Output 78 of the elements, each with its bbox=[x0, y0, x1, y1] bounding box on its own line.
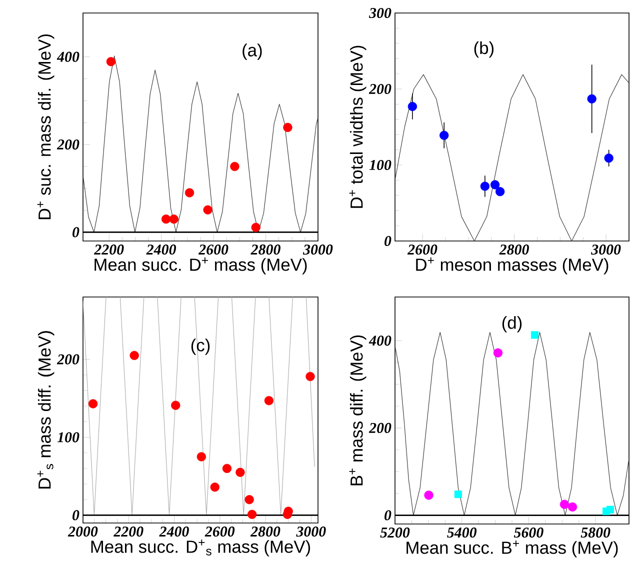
x-axis-title: D$^{+}$ meson masses (MeV) bbox=[416, 257, 608, 274]
point bbox=[184, 188, 194, 198]
point bbox=[106, 57, 116, 66]
point bbox=[493, 348, 503, 358]
x-axis-title: Mean succ. B$^{+}$ mass (MeV) bbox=[406, 540, 618, 558]
y-axis-title: D$^{+}$$_{s}$ mass diff. (MeV) bbox=[37, 331, 54, 488]
x-tick-label: 2600 bbox=[204, 526, 235, 537]
point bbox=[251, 222, 260, 232]
y-tick-label: 0 bbox=[384, 510, 392, 520]
point bbox=[264, 396, 274, 406]
point bbox=[454, 490, 462, 498]
y-tick-label: 100 bbox=[369, 160, 392, 170]
point bbox=[604, 154, 614, 163]
point bbox=[169, 214, 178, 224]
x-tick-label: 3000 bbox=[591, 244, 621, 255]
point bbox=[230, 162, 240, 172]
point bbox=[171, 400, 180, 410]
annotation: (a) bbox=[242, 44, 262, 60]
y-tick-label: 200 bbox=[368, 84, 392, 94]
y-axis-title: D$^{+}$ total widths (MeV) bbox=[349, 46, 366, 208]
point bbox=[568, 502, 578, 512]
x-axis-title: Mean succ. D$^{+}$$_{s}$ mass (MeV) bbox=[91, 539, 310, 556]
point bbox=[306, 372, 315, 382]
point bbox=[560, 500, 570, 509]
point bbox=[130, 350, 139, 360]
line-series bbox=[395, 332, 629, 516]
point bbox=[196, 452, 206, 462]
y-tick-label: 0 bbox=[384, 236, 392, 246]
y-tick-label: 200 bbox=[56, 354, 80, 364]
point bbox=[203, 205, 212, 214]
x-tick-label: 5400 bbox=[447, 528, 477, 538]
x-tick-label: 3000 bbox=[302, 244, 333, 255]
y-tick-label: 200 bbox=[368, 422, 392, 433]
point bbox=[247, 510, 257, 520]
y-tick-label: 0 bbox=[72, 227, 80, 238]
annotation: (d) bbox=[502, 316, 522, 332]
y-tick-label: 0 bbox=[72, 510, 80, 520]
annotation: (c) bbox=[191, 338, 210, 355]
point bbox=[244, 495, 254, 504]
point bbox=[88, 399, 98, 408]
point bbox=[495, 187, 505, 196]
point bbox=[530, 331, 539, 339]
x-tick-label: 2800 bbox=[499, 244, 529, 255]
point bbox=[606, 506, 614, 514]
x-tick-label: 2600 bbox=[407, 244, 438, 255]
point bbox=[440, 130, 449, 140]
x-tick-label: 2400 bbox=[159, 526, 189, 537]
annotation: (b) bbox=[474, 41, 494, 58]
point bbox=[222, 464, 232, 474]
point bbox=[236, 468, 245, 477]
x-tick-label: 5800 bbox=[580, 528, 610, 538]
x-tick-label: 2800 bbox=[250, 526, 280, 537]
y-tick-label: 200 bbox=[56, 139, 80, 150]
x-tick-label: 2200 bbox=[114, 526, 144, 537]
x-tick-label: 5600 bbox=[514, 528, 544, 538]
point bbox=[283, 122, 292, 132]
point bbox=[480, 182, 490, 191]
x-tick-label: 2000 bbox=[68, 526, 98, 537]
x-tick-label: 2400 bbox=[146, 244, 176, 255]
x-tick-label: 5200 bbox=[380, 528, 410, 538]
point bbox=[587, 94, 596, 104]
y-tick-label: 400 bbox=[368, 336, 392, 346]
y-axis-title: D$^{+}$ suc. mass dif. (MeV) bbox=[37, 34, 54, 220]
y-tick-label: 100 bbox=[57, 432, 80, 442]
point bbox=[161, 214, 171, 224]
y-axis-title: B$^{+}$ mass diff. (MeV) bbox=[349, 335, 366, 486]
point bbox=[210, 482, 220, 492]
y-tick-label: 300 bbox=[368, 8, 392, 18]
x-tick-label: 2600 bbox=[198, 244, 228, 255]
x-tick-label: 3000 bbox=[296, 526, 326, 537]
x-tick-label: 2800 bbox=[250, 244, 280, 255]
x-tick-label: 2200 bbox=[94, 244, 124, 255]
x-axis-title: Mean succ. D$^{+}$ mass (MeV) bbox=[94, 257, 307, 274]
point bbox=[408, 102, 418, 112]
y-tick-label: 400 bbox=[56, 52, 80, 62]
point bbox=[424, 490, 434, 500]
point bbox=[490, 180, 500, 190]
line-series bbox=[395, 74, 630, 241]
